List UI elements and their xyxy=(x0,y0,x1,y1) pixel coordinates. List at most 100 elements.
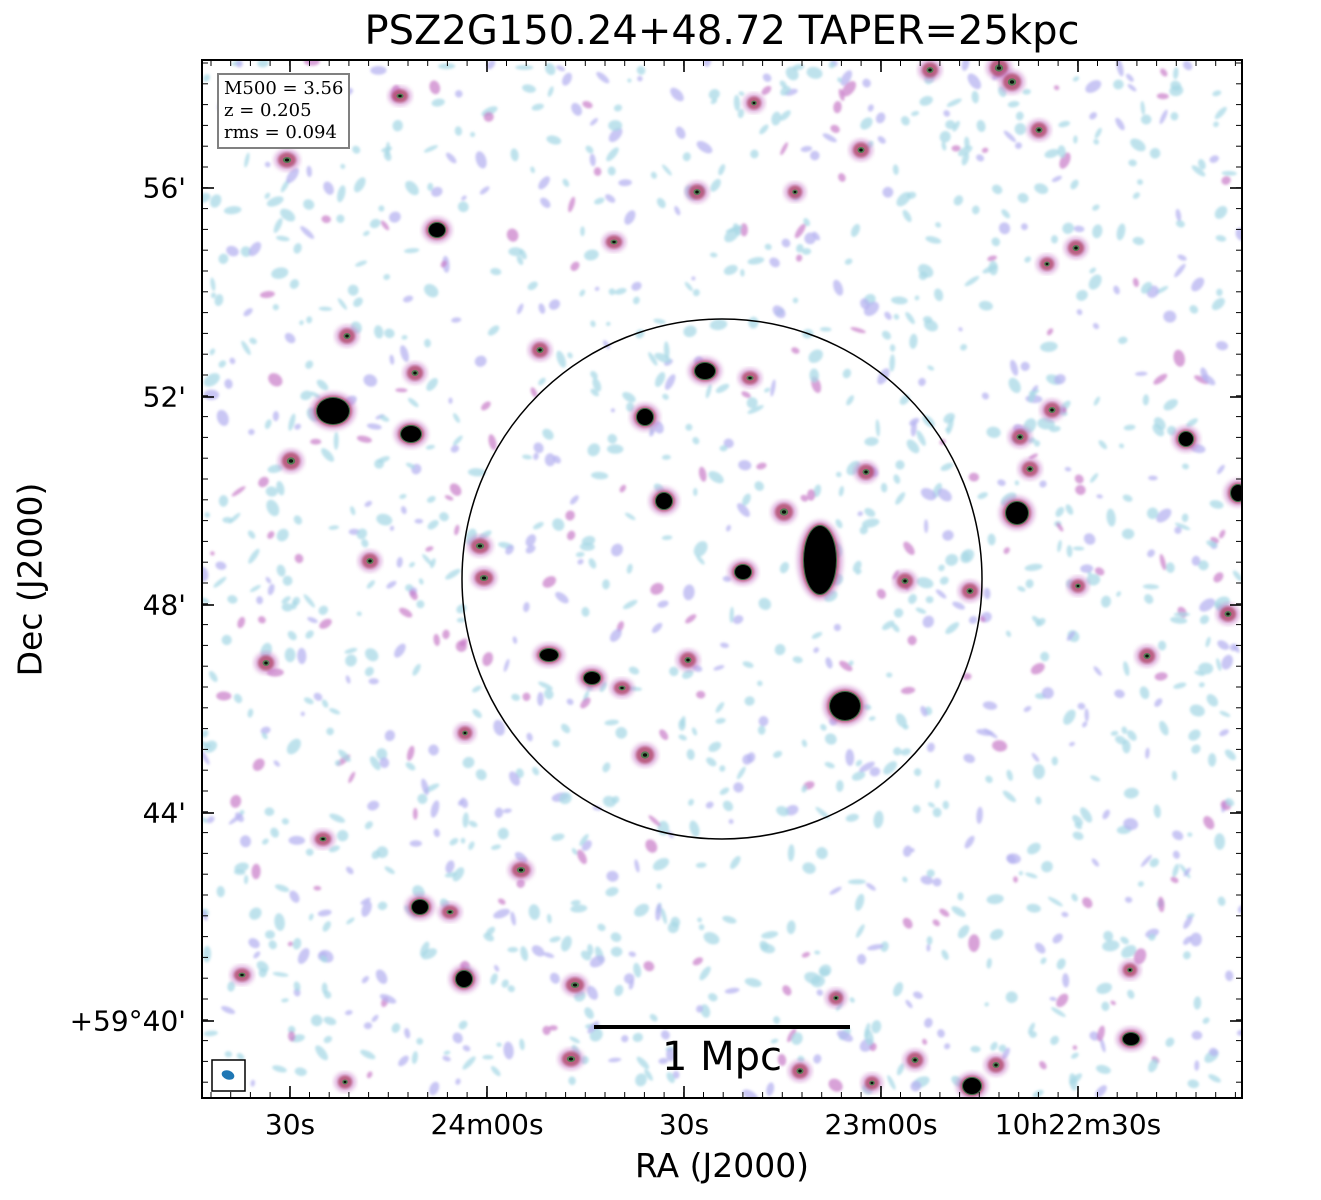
noise-blob xyxy=(1205,636,1211,648)
noise-blob xyxy=(468,841,475,850)
noise-blob xyxy=(1051,1007,1066,1018)
noise-blob xyxy=(293,243,302,254)
noise-blob xyxy=(1200,367,1209,382)
noise-blob xyxy=(987,533,996,546)
noise-blob xyxy=(650,171,657,179)
mass-text: M500 = 3.56 xyxy=(224,78,344,99)
radio-source xyxy=(784,182,806,202)
noise-blob xyxy=(710,178,721,192)
noise-blob xyxy=(1124,896,1133,903)
radio-source xyxy=(1008,426,1032,448)
noise-blob xyxy=(1017,193,1029,203)
noise-blob xyxy=(651,622,663,633)
noise-blob xyxy=(893,982,904,997)
noise-blob xyxy=(1007,101,1020,108)
noise-blob xyxy=(589,153,596,167)
noise-blob xyxy=(895,492,906,505)
noise-blob xyxy=(945,120,956,130)
noise-blob xyxy=(276,480,285,496)
radio-source xyxy=(676,649,700,671)
noise-blob xyxy=(725,225,743,233)
noise-blob xyxy=(889,354,896,372)
radio-source xyxy=(1116,1027,1146,1051)
noise-blob xyxy=(1174,522,1191,531)
noise-blob xyxy=(932,807,942,818)
noise-blob xyxy=(903,845,912,857)
noise-blob xyxy=(816,847,828,860)
noise-blob xyxy=(737,108,745,119)
noise-blob xyxy=(932,877,942,887)
noise-blob xyxy=(632,1032,643,1042)
noise-blob xyxy=(449,483,462,496)
noise-blob xyxy=(508,771,521,786)
noise-blob xyxy=(914,295,920,301)
noise-blob xyxy=(736,766,746,780)
noise-blob xyxy=(722,575,732,582)
x-tick-label: 23m00s xyxy=(824,1108,938,1141)
noise-blob xyxy=(264,161,271,168)
noise-blob xyxy=(624,210,636,225)
noise-blob xyxy=(552,455,561,464)
noise-blob xyxy=(825,657,833,669)
noise-blob xyxy=(319,618,332,629)
noise-blob xyxy=(559,792,572,805)
noise-blob xyxy=(1191,555,1201,566)
noise-blob xyxy=(257,60,269,68)
noise-blob xyxy=(540,197,551,208)
noise-blob xyxy=(1020,223,1028,231)
radio-source xyxy=(1040,399,1064,421)
noise-blob xyxy=(937,1029,945,1038)
noise-blob xyxy=(1120,936,1129,945)
noise-blob xyxy=(1113,285,1120,295)
noise-blob xyxy=(268,373,283,387)
noise-blob xyxy=(685,614,697,624)
noise-blob xyxy=(877,136,886,144)
noise-blob xyxy=(1169,85,1184,97)
noise-blob xyxy=(1026,903,1041,913)
noise-blob xyxy=(1198,682,1205,688)
noise-blob xyxy=(258,616,266,624)
noise-blob xyxy=(619,484,627,493)
source-center xyxy=(1074,246,1078,250)
noise-blob xyxy=(608,127,623,143)
noise-blob xyxy=(511,693,521,701)
noise-blob xyxy=(1039,1061,1047,1070)
noise-blob xyxy=(801,739,808,748)
noise-blob xyxy=(313,885,322,891)
noise-blob xyxy=(1144,594,1154,604)
noise-blob xyxy=(800,494,809,502)
radio-source xyxy=(825,988,847,1008)
noise-blob xyxy=(274,913,285,931)
noise-blob xyxy=(961,152,970,166)
source-core xyxy=(735,565,751,579)
noise-blob xyxy=(941,141,947,151)
source-center xyxy=(538,348,542,352)
noise-blob xyxy=(1029,1031,1037,1038)
noise-blob xyxy=(570,261,580,271)
noise-blob xyxy=(249,584,261,593)
noise-blob xyxy=(1010,359,1019,376)
noise-blob xyxy=(472,685,482,693)
noise-blob xyxy=(452,435,463,446)
noise-blob xyxy=(1194,375,1209,385)
noise-blob xyxy=(979,615,986,623)
noise-blob xyxy=(943,110,951,117)
noise-blob xyxy=(1050,1035,1059,1045)
noise-blob xyxy=(320,955,328,963)
radio-source xyxy=(797,520,843,600)
noise-blob xyxy=(884,311,892,320)
noise-blob xyxy=(946,98,962,107)
noise-blob xyxy=(696,141,713,154)
noise-blob xyxy=(243,308,253,317)
noise-blob xyxy=(537,692,544,706)
noise-blob xyxy=(350,506,356,516)
source-center xyxy=(477,544,483,548)
noise-blob xyxy=(691,727,698,736)
noise-blob xyxy=(957,925,970,939)
source-center xyxy=(798,1069,802,1073)
noise-blob xyxy=(984,1002,989,1007)
noise-blob xyxy=(383,151,392,161)
noise-blob xyxy=(986,957,992,969)
noise-blob xyxy=(726,524,731,532)
noise-blob xyxy=(1219,529,1226,539)
